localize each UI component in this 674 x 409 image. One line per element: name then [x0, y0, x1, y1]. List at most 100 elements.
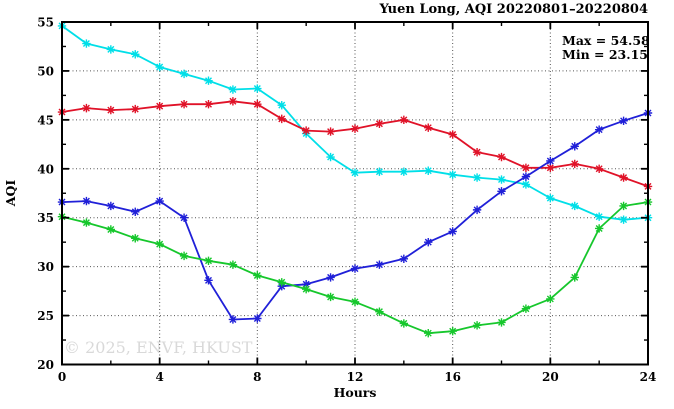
series-red-marker [546, 163, 555, 173]
series-blue-marker [497, 187, 506, 196]
series-green-marker [594, 224, 604, 233]
series-green-marker [497, 318, 506, 327]
x-axis-label: Hours [334, 385, 377, 400]
series-blue-marker [399, 254, 409, 264]
series-red-marker [82, 103, 91, 113]
series-red-marker [497, 152, 506, 162]
series-green-marker [521, 304, 531, 313]
series-red-marker [594, 164, 604, 173]
y-tick-label: 20 [37, 358, 54, 372]
series-blue-marker [179, 213, 189, 222]
series-cyan-marker [594, 212, 604, 221]
series-green-marker [448, 327, 457, 336]
series-blue-marker [301, 280, 311, 289]
series-blue-marker [131, 207, 140, 217]
annotation-max: Max = 54.58 [562, 33, 650, 48]
series-blue-marker [106, 201, 116, 211]
series-red-marker [253, 100, 262, 109]
series-green-marker [277, 278, 286, 287]
y-axis-label: AQI [3, 180, 18, 208]
series-blue-marker [82, 196, 91, 206]
series-green-marker [546, 294, 555, 304]
series-cyan-marker [326, 152, 335, 162]
series-red-marker [424, 123, 433, 132]
series-red-marker [106, 105, 116, 115]
series-cyan-marker [228, 85, 238, 94]
series-green-marker [131, 234, 140, 243]
x-tick-label: 24 [640, 370, 657, 384]
series-red-marker [399, 115, 409, 125]
axes [61, 21, 649, 366]
series-blue-marker [253, 314, 262, 323]
series-red-marker [131, 104, 140, 114]
x-tick-label: 16 [444, 370, 461, 384]
series-blue-marker [326, 273, 335, 282]
series-cyan-marker [155, 62, 164, 72]
series-blue-marker [448, 227, 457, 236]
y-tick-label: 25 [37, 309, 54, 323]
series-red-marker [521, 163, 531, 173]
series-red-marker [472, 147, 482, 157]
series-cyan-marker [204, 76, 213, 85]
series-cyan-marker [424, 166, 433, 175]
series-green-marker [204, 256, 213, 265]
x-tick-label: 8 [253, 370, 261, 384]
chart-title: Yuen Long, AQI 20220801–20220804 [379, 2, 649, 17]
series-green-marker [301, 284, 311, 294]
series-red-marker [326, 127, 335, 136]
series-green-marker [350, 297, 360, 307]
series-green-marker [253, 271, 262, 280]
series-cyan-marker [472, 173, 482, 182]
series-blue-marker [228, 315, 238, 324]
series-red-marker [228, 97, 238, 106]
series-red-marker [155, 101, 164, 111]
series-green-marker [228, 260, 238, 269]
watermark: © 2025, ENVF, HKUST [64, 338, 253, 357]
series-green-marker [106, 225, 116, 234]
series-cyan-marker [277, 100, 286, 110]
series-cyan-marker [497, 175, 506, 184]
series-red-marker [350, 124, 360, 133]
series-red-marker [619, 173, 628, 182]
series-blue-marker [619, 116, 628, 126]
annotation-min: Min = 23.15 [562, 47, 648, 62]
x-tick-label: 12 [347, 370, 364, 384]
series-cyan-marker [375, 167, 384, 176]
series-red-marker [570, 159, 579, 169]
series-blue-marker [350, 264, 360, 273]
y-tick-label: 45 [37, 113, 54, 127]
series-red-marker [375, 119, 384, 128]
series-green-marker [155, 239, 164, 249]
gridlines [62, 22, 648, 365]
series-cyan-marker [619, 215, 628, 224]
y-tick-label: 50 [37, 64, 54, 78]
series-cyan-marker [448, 170, 457, 179]
series-cyan-marker [82, 39, 91, 48]
series-red-marker [301, 126, 311, 135]
series-cyan-marker [399, 167, 409, 176]
series-cyan-marker [546, 193, 555, 203]
x-tick-label: 4 [155, 370, 163, 384]
series-green-marker [619, 201, 628, 211]
series-blue-marker [570, 142, 579, 151]
series-cyan-marker [350, 168, 360, 177]
series-blue-marker [204, 276, 213, 285]
series-blue-marker [594, 125, 604, 134]
series-blue-marker [546, 156, 555, 166]
series-red-marker [179, 100, 189, 109]
series-green-marker [570, 273, 579, 282]
series-green-marker [472, 321, 482, 330]
tick-labels: 0 4 8 12 16 20 24 20 25 30 35 40 45 50 55 [37, 16, 656, 385]
series-cyan-marker [106, 45, 116, 54]
series-blue-marker [472, 205, 482, 215]
series-green-marker [424, 328, 433, 338]
series-green-marker [399, 319, 409, 328]
series-blue-marker [521, 172, 531, 181]
x-tick-label: 20 [542, 370, 559, 384]
series-green-marker [82, 218, 91, 227]
series-cyan-marker [179, 69, 189, 79]
series-cyan-marker [570, 201, 579, 211]
series-blue-marker [375, 260, 384, 269]
